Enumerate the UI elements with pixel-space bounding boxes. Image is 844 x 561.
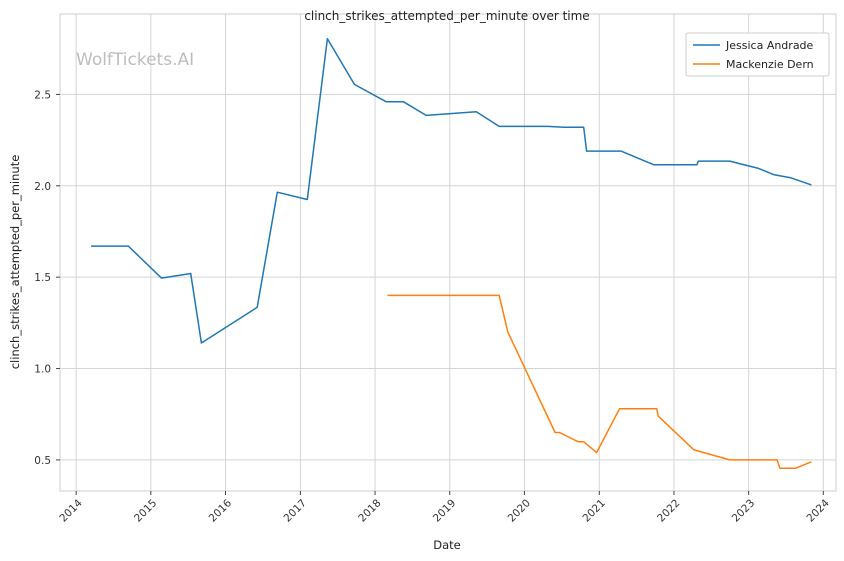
x-tick-label: 2020: [506, 497, 533, 524]
legend-label-jessica-andrade: Jessica Andrade: [725, 39, 814, 52]
y-axis-label: clinch_strikes_attempted_per_minute: [8, 155, 22, 370]
y-tick-label: 1.0: [34, 364, 51, 376]
y-tick-label: 0.5: [34, 455, 51, 467]
y-tick-label: 2.5: [34, 89, 51, 101]
x-tick-label: 2015: [132, 497, 159, 524]
y-tick-label: 1.5: [34, 272, 51, 284]
x-tick-label: 2018: [356, 497, 383, 524]
legend-box: [685, 32, 830, 77]
legend: Jessica Andrade Mackenzie Dern: [685, 32, 830, 77]
x-tick-label: 2017: [282, 497, 309, 524]
x-tick-label: 2016: [207, 497, 235, 525]
watermark: WolfTickets.AI: [76, 50, 194, 70]
y-axis-ticks: 0.5 1.0 1.5 2.0 2.5: [34, 89, 60, 467]
legend-label-mackenzie-dern: Mackenzie Dern: [726, 58, 814, 71]
grid-lines: [60, 14, 836, 491]
x-tick-label: 2024: [804, 497, 832, 525]
x-tick-label: 2023: [730, 497, 757, 524]
x-axis-ticks: 2014 2015 2016 2017 2018 2019 2020 2021 2022 2023…: [57, 491, 832, 525]
y-tick-label: 2.0: [34, 181, 51, 193]
plot-area: [59, 13, 837, 492]
series-line-jessica-andrade: [91, 37, 812, 344]
x-tick-label: 2021: [580, 497, 607, 524]
x-tick-label: 2014: [57, 497, 85, 525]
x-tick-label: 2022: [655, 497, 682, 524]
x-axis-label: Date: [433, 538, 461, 552]
x-tick-label: 2019: [431, 497, 458, 524]
series-line-mackenzie-dern: [387, 294, 812, 469]
series-lines: [91, 37, 812, 469]
chart-title: clinch_strikes_attempted_per_minute over…: [304, 9, 589, 23]
